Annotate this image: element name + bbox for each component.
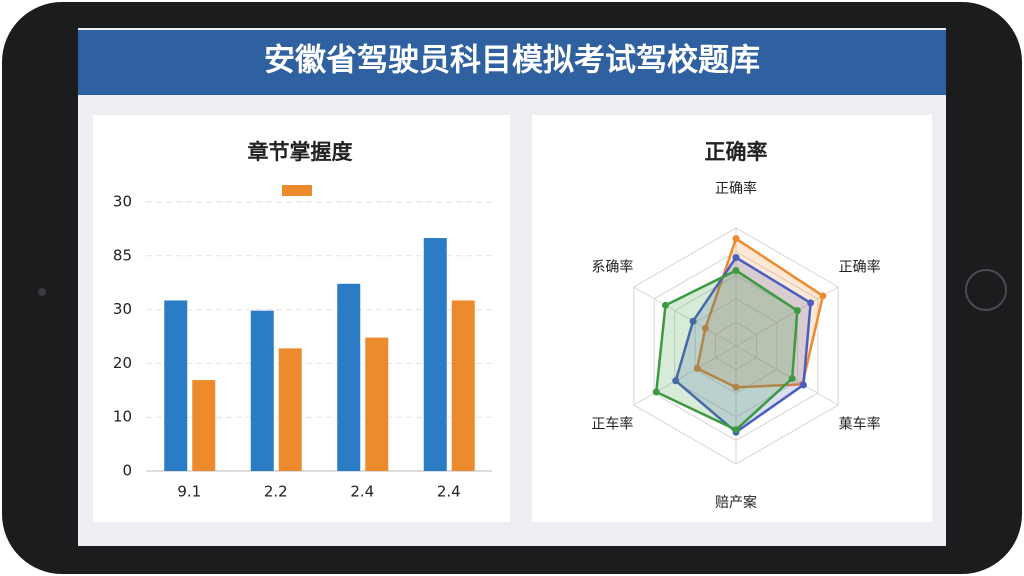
- radar-point: [807, 299, 815, 307]
- radar-point: [788, 374, 796, 382]
- x-tick-label: 2.4: [437, 483, 461, 501]
- y-tick-label: 20: [113, 354, 132, 372]
- y-tick-label: 0: [122, 462, 132, 480]
- radar-point: [661, 301, 669, 309]
- spoke: [633, 286, 737, 347]
- bar: [192, 380, 216, 471]
- axis-label: 正确率: [715, 180, 757, 197]
- radar-panel: [532, 115, 932, 522]
- radar-point: [732, 426, 740, 434]
- radar-point: [693, 364, 701, 372]
- y-tick-label: 30: [113, 193, 132, 211]
- y-tick-label: 10: [113, 408, 132, 426]
- radar-point: [672, 377, 680, 385]
- x-tick-label: 2.2: [264, 483, 288, 501]
- bar: [423, 238, 447, 471]
- y-tick-label: 30: [113, 300, 132, 318]
- axis-label: 正车率: [591, 415, 633, 432]
- axis-label: 赔产案: [715, 494, 757, 511]
- radar-point: [732, 235, 740, 243]
- bar: [337, 283, 361, 471]
- y-tick-label: 85: [113, 246, 132, 264]
- bar: [365, 337, 389, 471]
- spoke: [633, 345, 737, 406]
- header-bar: [78, 30, 946, 95]
- chart-title: 正确率: [705, 140, 768, 164]
- bar: [164, 300, 188, 471]
- axis-label: 菓车率: [839, 415, 881, 432]
- header-title: 安徽省驾驶员科目模拟考试驾校题库: [264, 43, 760, 79]
- bar: [278, 348, 302, 471]
- radar-point: [652, 388, 660, 396]
- x-tick-label: 2.4: [350, 483, 374, 501]
- radar-point: [732, 266, 740, 274]
- radar-point: [819, 292, 827, 300]
- radar-point: [732, 383, 740, 391]
- radar-point: [732, 254, 740, 261]
- home-button[interactable]: [965, 269, 1007, 311]
- spoke: [735, 345, 839, 406]
- x-tick-label: 9.1: [177, 483, 201, 501]
- bar: [250, 310, 274, 471]
- chart-title: 章节掌握度: [248, 140, 353, 164]
- axis-label: 系确率: [591, 259, 633, 276]
- camera: [38, 288, 46, 296]
- radar-point: [793, 307, 801, 315]
- legend-swatch: [282, 185, 312, 196]
- radar-point: [689, 317, 697, 325]
- bar: [451, 300, 475, 471]
- radar-point: [701, 324, 709, 332]
- axis-label: 正确率: [839, 259, 881, 276]
- radar-point: [799, 381, 807, 389]
